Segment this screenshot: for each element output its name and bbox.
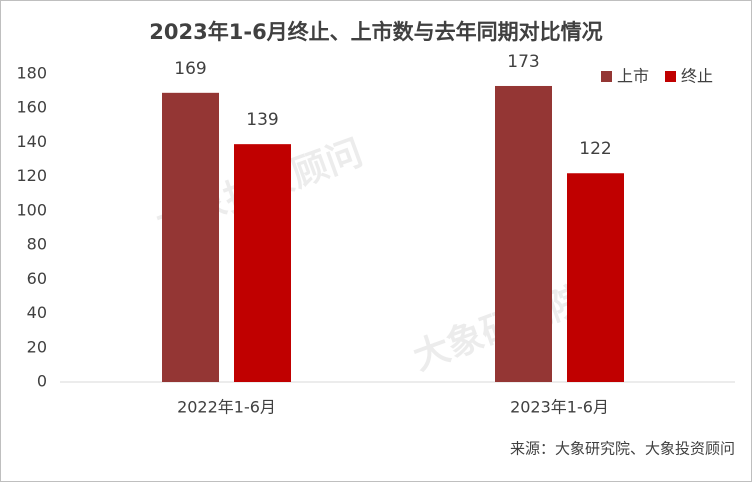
legend-swatch <box>665 71 676 82</box>
y-tick-label: 160 <box>16 98 47 117</box>
source-note: 来源：大象研究院、大象投资顾问 <box>510 440 735 458</box>
y-tick-label: 180 <box>16 64 47 83</box>
y-tick-label: 20 <box>27 337 47 356</box>
chart-title: 2023年1-6月终止、上市数与去年同期对比情况 <box>149 20 602 44</box>
x-tick-label: 2023年1-6月 <box>510 398 609 417</box>
x-tick-label: 2022年1-6月 <box>177 398 276 417</box>
legend-label: 终止 <box>681 67 713 86</box>
y-tick-label: 100 <box>16 200 47 219</box>
bar <box>495 85 552 382</box>
y-tick-label: 60 <box>27 269 47 288</box>
data-label: 122 <box>579 139 611 159</box>
y-tick-label: 0 <box>37 372 47 391</box>
legend-swatch <box>601 71 612 82</box>
bar <box>234 144 291 382</box>
data-label: 139 <box>246 110 278 130</box>
y-tick-label: 140 <box>16 132 47 151</box>
data-label: 169 <box>174 59 206 79</box>
bar <box>567 173 624 382</box>
bar <box>162 92 219 383</box>
y-tick-label: 120 <box>16 166 47 185</box>
y-tick-label: 80 <box>27 235 47 254</box>
y-tick-label: 40 <box>27 303 47 322</box>
data-label: 173 <box>507 52 539 72</box>
legend-label: 上市 <box>617 67 649 86</box>
